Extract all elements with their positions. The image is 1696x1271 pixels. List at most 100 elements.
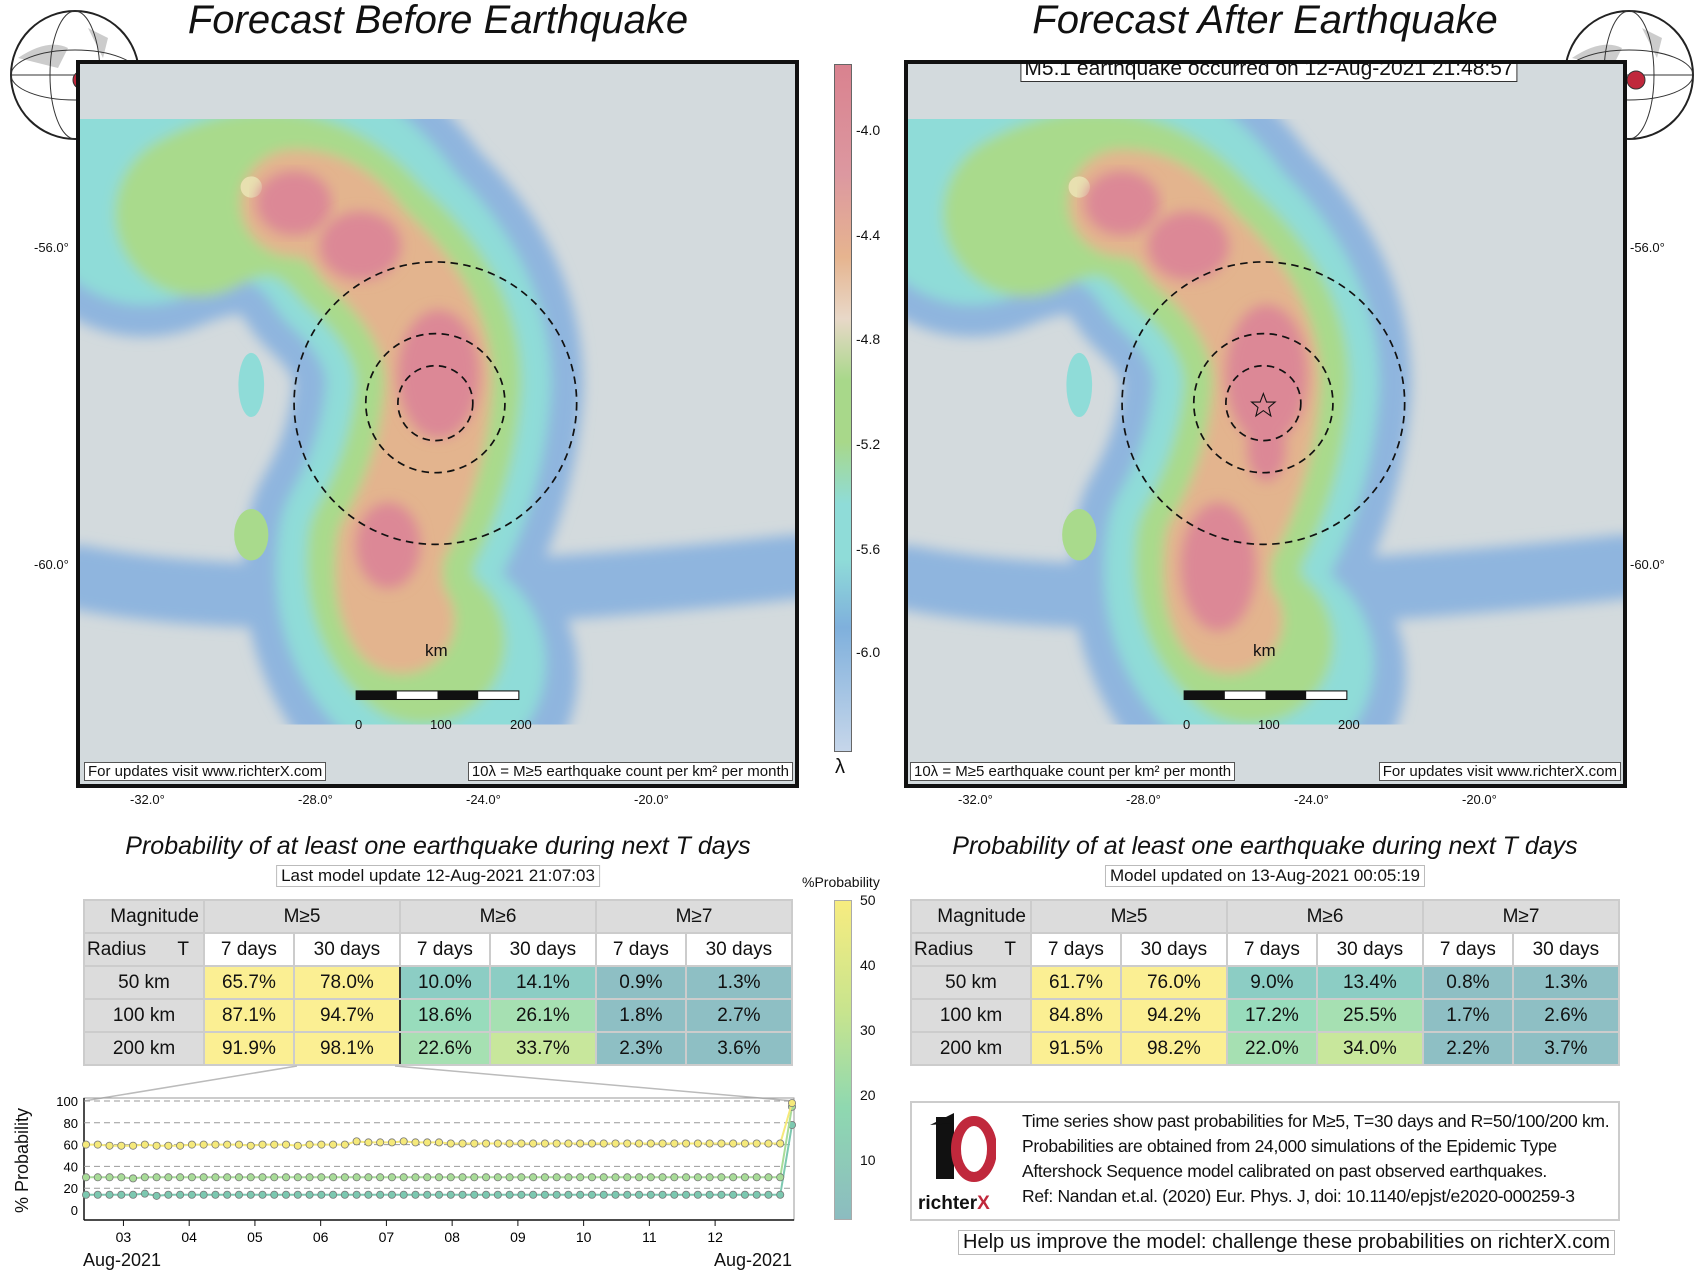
updates-note: For updates visit www.richterX.com	[84, 762, 327, 781]
data-point	[529, 1190, 538, 1199]
connector-line	[83, 1065, 298, 1102]
data-point	[117, 1141, 126, 1150]
scale-km-label: km	[1253, 641, 1276, 660]
data-point	[635, 1173, 644, 1182]
table-row: 100 km 84.8% 94.2% 17.2% 25.5% 1.7% 2.6%	[910, 998, 1621, 1033]
data-point	[199, 1190, 208, 1199]
probability-cell: 33.7%	[488, 1031, 597, 1066]
lat-tick: -60.0°	[34, 557, 69, 572]
data-point	[129, 1141, 138, 1150]
data-point	[740, 1139, 749, 1148]
data-point	[552, 1139, 561, 1148]
data-point	[105, 1173, 114, 1182]
data-point	[117, 1190, 126, 1199]
data-point	[293, 1173, 302, 1182]
probability-cell: 2.7%	[684, 998, 794, 1033]
data-point	[282, 1140, 291, 1149]
data-point	[329, 1140, 338, 1149]
data-point	[329, 1190, 338, 1199]
probability-cell: 65.7%	[203, 965, 295, 1000]
scale-km-label: km	[425, 641, 448, 660]
data-point	[140, 1140, 149, 1149]
data-point	[599, 1139, 608, 1148]
data-point	[529, 1139, 538, 1148]
data-point	[446, 1173, 455, 1182]
data-point	[482, 1173, 491, 1182]
x-tick-label: 05	[247, 1229, 263, 1245]
probability-cell: 22.0%	[1225, 1031, 1318, 1066]
data-point	[658, 1190, 667, 1199]
period-header: 7 days	[398, 932, 491, 967]
data-point	[234, 1140, 243, 1149]
data-point	[387, 1190, 396, 1199]
left-map-title: Forecast Before Earthquake	[187, 0, 689, 42]
data-point	[635, 1139, 644, 1148]
colorbar-tick: -4.8	[856, 331, 881, 347]
period-header: 7 days	[1030, 932, 1122, 967]
probability-cell: 2.2%	[1421, 1031, 1514, 1066]
lambda-legend-note: 10λ = M≥5 earthquake count per km² per m…	[910, 762, 1236, 781]
data-point	[611, 1139, 620, 1148]
data-point	[293, 1141, 302, 1150]
probability-cell: 0.9%	[594, 965, 687, 1000]
probability-cell: 98.1%	[292, 1031, 401, 1066]
probability-time-series: 0 20 40 60 80 100 03 04 05 06 07 08 09 10 11 12	[56, 1065, 797, 1245]
radius-label: 50 km	[910, 965, 1032, 1000]
data-point	[423, 1190, 432, 1199]
data-point	[423, 1138, 432, 1147]
data-point	[717, 1190, 726, 1199]
x-tick-label: 12	[707, 1229, 723, 1245]
help-link[interactable]: Help us improve the model: challenge the…	[958, 1230, 1616, 1255]
right-update-label: Model updated on 13-Aug-2021 00:05:19	[1104, 865, 1426, 887]
x-tick-label: 03	[116, 1229, 132, 1245]
probability-cell: 78.0%	[292, 965, 401, 1000]
data-point	[493, 1173, 502, 1182]
magnitude-header: M≥7	[594, 899, 794, 934]
probability-cell: 34.0%	[1315, 1031, 1424, 1066]
data-point	[482, 1190, 491, 1199]
right-forecast-map[interactable]: M5.1 earthquake occurred on 12-Aug-2021 …	[904, 60, 1627, 788]
left-forecast-map[interactable]: km 0 100 200 For updates visit www.richt…	[76, 60, 799, 788]
data-point	[776, 1139, 785, 1148]
probability-cell: 10.0%	[398, 965, 491, 1000]
colorbar-tick: 40	[860, 957, 876, 973]
data-point	[387, 1173, 396, 1182]
probability-cell: 2.6%	[1511, 998, 1621, 1033]
y-tick-label: 80	[64, 1116, 78, 1131]
y-tick-label: 0	[71, 1203, 78, 1218]
plot-frame	[83, 1097, 795, 1221]
data-point	[458, 1173, 467, 1182]
data-point	[223, 1173, 232, 1182]
data-point	[234, 1190, 243, 1199]
scale-tick: 200	[510, 717, 532, 732]
data-point	[540, 1173, 549, 1182]
data-point	[788, 1099, 797, 1108]
lat-tick: -60.0°	[1630, 557, 1665, 572]
data-point	[576, 1139, 585, 1148]
data-point	[258, 1140, 267, 1149]
data-point	[623, 1173, 632, 1182]
magnitude-header: M≥6	[1225, 899, 1424, 934]
data-point	[470, 1173, 479, 1182]
data-point	[293, 1190, 302, 1199]
x-tick-label: 06	[313, 1229, 329, 1245]
colorbar-label: λ	[835, 756, 845, 778]
probability-cell: 94.7%	[292, 998, 401, 1033]
lambda-colorbar	[834, 64, 852, 752]
data-point	[587, 1139, 596, 1148]
right-map-title: Forecast After Earthquake	[1032, 0, 1498, 42]
period-header: 7 days	[1225, 932, 1318, 967]
probability-cell: 61.7%	[1030, 965, 1122, 1000]
colorbar-tick: 30	[860, 1022, 876, 1038]
data-point	[729, 1190, 738, 1199]
data-point	[234, 1173, 243, 1182]
data-point	[93, 1173, 102, 1182]
data-point	[458, 1139, 467, 1148]
lon-tick: -28.0°	[1126, 792, 1161, 807]
colorbar-tick: -4.0	[856, 122, 881, 138]
x-tick-label: 11	[642, 1229, 657, 1245]
data-point	[187, 1173, 196, 1182]
probability-cell: 76.0%	[1119, 965, 1228, 1000]
data-point	[764, 1139, 773, 1148]
data-point	[211, 1190, 220, 1199]
